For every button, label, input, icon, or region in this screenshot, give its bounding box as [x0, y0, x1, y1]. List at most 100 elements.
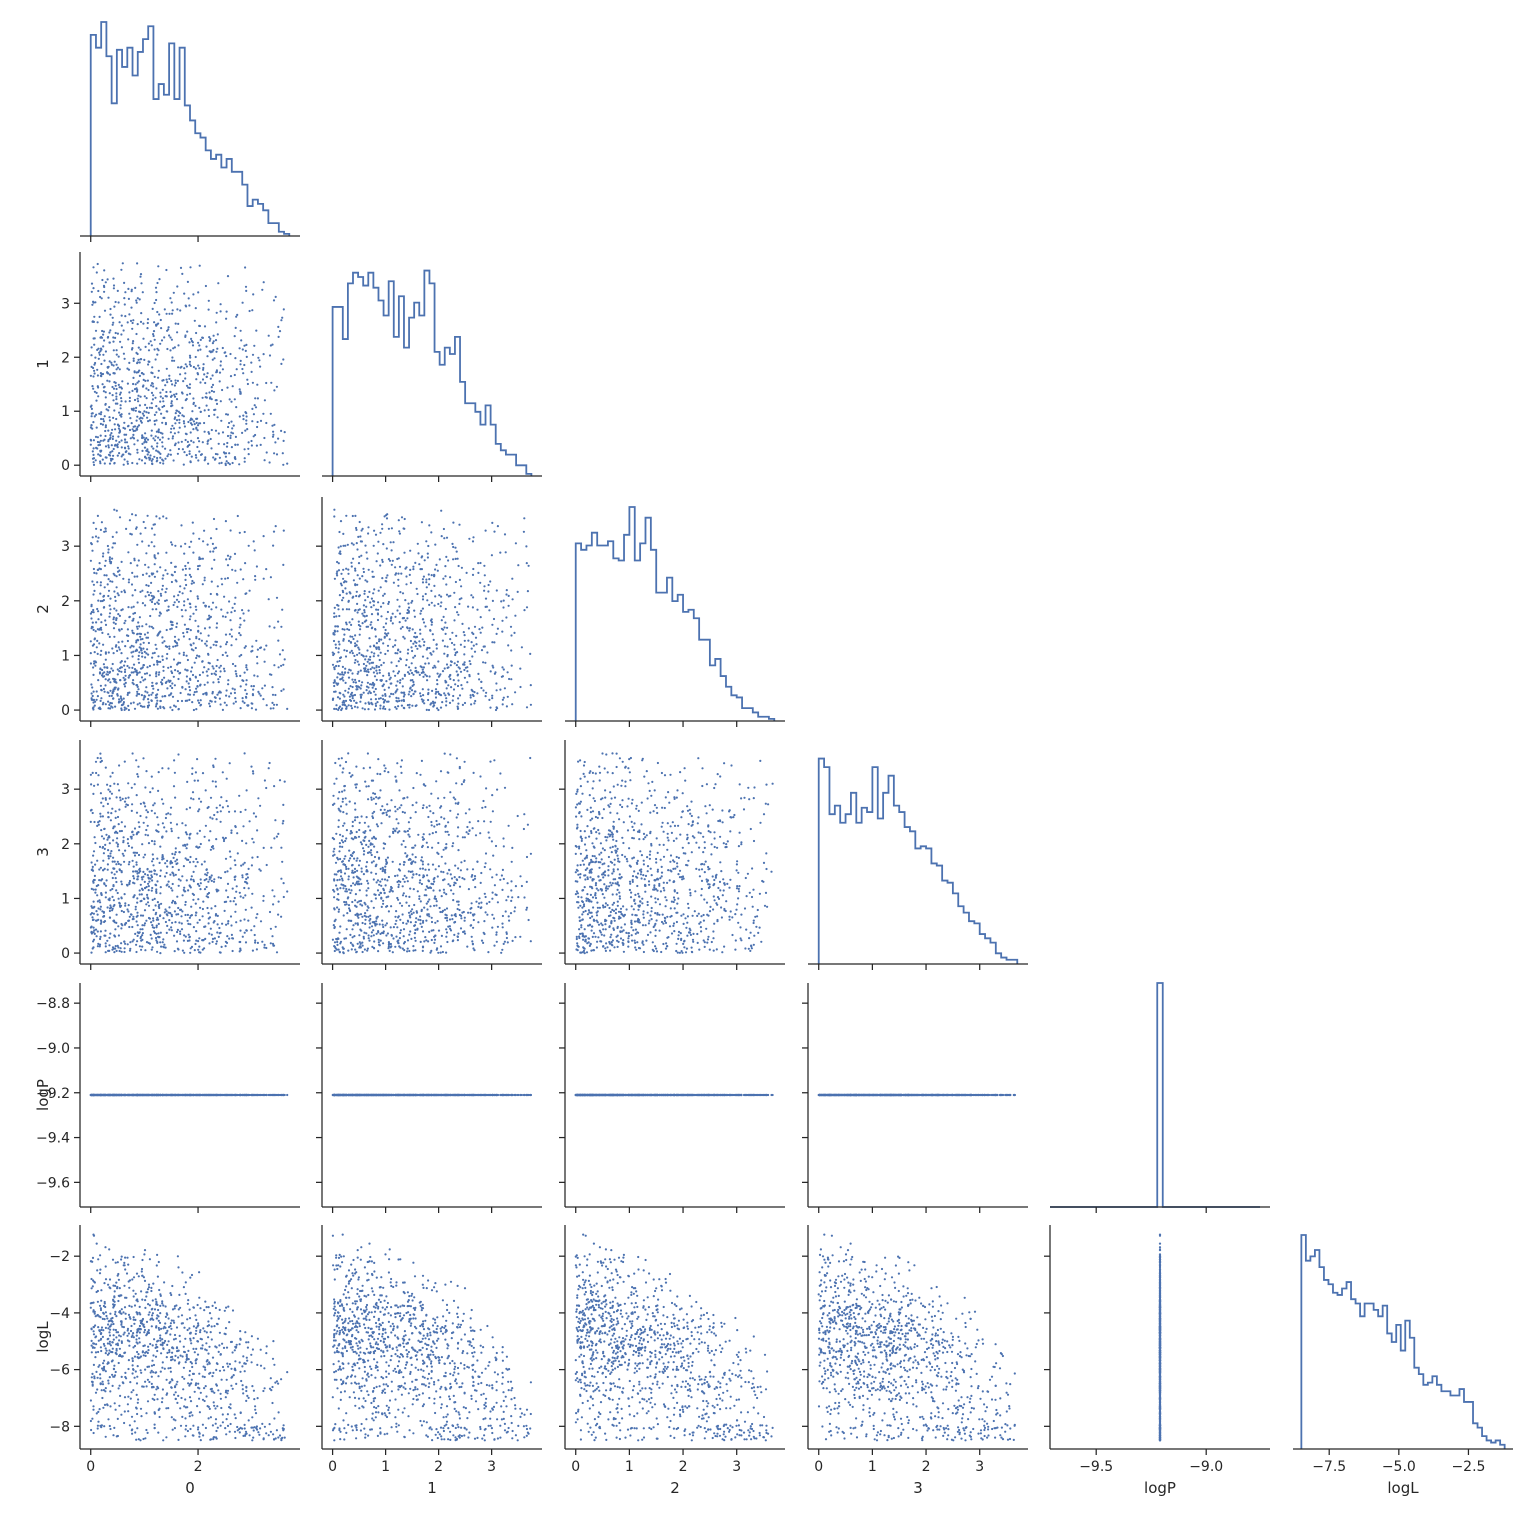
- point: [133, 388, 137, 391]
- point: [430, 531, 433, 534]
- point: [488, 698, 491, 702]
- point: [501, 666, 504, 669]
- point: [369, 917, 372, 921]
- point: [228, 937, 231, 940]
- point: [397, 519, 400, 522]
- point: [221, 806, 224, 809]
- point: [116, 694, 119, 697]
- point: [251, 645, 254, 648]
- point: [453, 876, 456, 879]
- point: [147, 885, 150, 888]
- point: [529, 756, 532, 760]
- point: [368, 939, 371, 942]
- point: [231, 937, 235, 940]
- point: [178, 851, 181, 854]
- point: [211, 845, 214, 848]
- point: [138, 893, 141, 896]
- point: [94, 660, 97, 663]
- point: [145, 406, 149, 409]
- point: [407, 606, 411, 609]
- point: [352, 557, 355, 560]
- point: [365, 670, 368, 673]
- point: [226, 654, 229, 658]
- point: [500, 951, 503, 954]
- point: [188, 806, 192, 809]
- point: [128, 391, 131, 394]
- point: [177, 431, 180, 434]
- point: [201, 772, 205, 775]
- point: [350, 565, 353, 568]
- point: [164, 384, 167, 387]
- point: [212, 340, 215, 343]
- point: [183, 367, 186, 370]
- point: [128, 674, 131, 677]
- point: [408, 904, 411, 907]
- point: [127, 445, 130, 448]
- point: [142, 821, 145, 824]
- point: [145, 828, 148, 832]
- point: [197, 810, 200, 813]
- point: [409, 568, 412, 572]
- point: [152, 385, 155, 388]
- point: [248, 820, 251, 823]
- point: [173, 359, 176, 362]
- point: [382, 594, 385, 597]
- point: [156, 941, 159, 945]
- point: [125, 527, 128, 531]
- point: [99, 760, 102, 764]
- point: [96, 514, 99, 518]
- point: [101, 668, 104, 672]
- point: [217, 678, 220, 681]
- point: [219, 303, 222, 306]
- point: [159, 452, 162, 455]
- point: [457, 613, 460, 616]
- point: [501, 630, 504, 633]
- point: [259, 646, 262, 650]
- point: [469, 694, 472, 697]
- point: [107, 679, 110, 682]
- point: [452, 679, 455, 682]
- point: [128, 915, 131, 918]
- point: [164, 920, 167, 924]
- point: [109, 451, 112, 454]
- point: [206, 674, 209, 677]
- point: [239, 390, 242, 393]
- point: [223, 670, 226, 673]
- point: [96, 440, 99, 444]
- point: [135, 406, 138, 409]
- point: [242, 863, 245, 866]
- point: [203, 947, 206, 950]
- point: [278, 330, 282, 333]
- point: [180, 922, 183, 925]
- point: [116, 860, 119, 863]
- point: [482, 931, 485, 934]
- point: [368, 690, 371, 693]
- point: [111, 895, 114, 899]
- point: [336, 943, 339, 947]
- point: [435, 643, 438, 646]
- point: [262, 412, 265, 415]
- point: [162, 917, 165, 920]
- point: [247, 544, 250, 547]
- point: [263, 660, 266, 663]
- point: [104, 798, 107, 801]
- point: [244, 592, 247, 596]
- point: [199, 684, 202, 687]
- point: [152, 447, 155, 450]
- point: [173, 771, 176, 774]
- point: [91, 385, 94, 388]
- point: [153, 802, 156, 805]
- point: [147, 342, 150, 345]
- point: [153, 413, 156, 416]
- point: [337, 604, 340, 607]
- point: [172, 291, 175, 294]
- point: [136, 627, 139, 630]
- point: [238, 655, 241, 658]
- point: [189, 678, 192, 682]
- point: [107, 898, 110, 901]
- point: [112, 321, 115, 324]
- point: [367, 701, 370, 704]
- point: [218, 456, 221, 459]
- point: [338, 697, 341, 700]
- point: [377, 601, 380, 604]
